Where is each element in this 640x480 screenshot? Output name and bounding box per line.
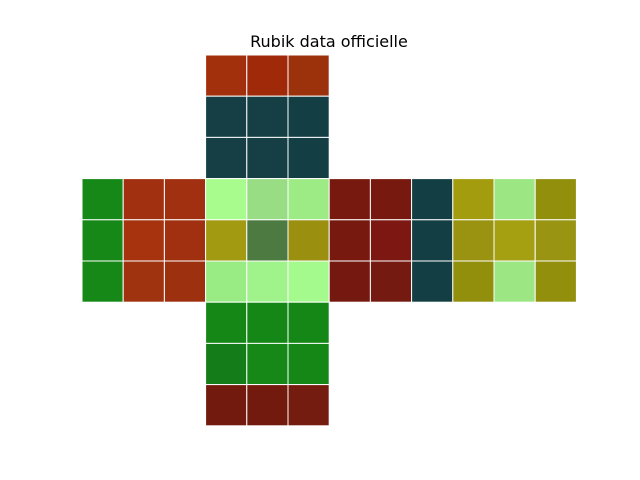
sticker-back-1-0 xyxy=(452,219,495,262)
sticker-up-2-2 xyxy=(287,136,330,180)
sticker-front-0-2 xyxy=(287,178,330,221)
sticker-right-1-2 xyxy=(411,219,454,262)
sticker-left-1-2 xyxy=(163,219,207,262)
sticker-left-1-0 xyxy=(81,219,124,262)
sticker-back-0-0 xyxy=(452,178,495,221)
sticker-up-2-1 xyxy=(246,136,289,180)
sticker-right-1-0 xyxy=(328,219,371,262)
sticker-right-0-1 xyxy=(369,178,413,221)
sticker-front-1-1 xyxy=(246,219,289,262)
sticker-down-2-1 xyxy=(246,384,289,427)
sticker-right-2-1 xyxy=(369,260,413,303)
face-right xyxy=(328,178,454,303)
sticker-up-1-1 xyxy=(246,95,289,138)
sticker-down-2-0 xyxy=(205,384,248,427)
sticker-down-2-2 xyxy=(287,384,330,427)
sticker-up-2-0 xyxy=(205,136,248,180)
sticker-back-1-1 xyxy=(493,219,536,262)
sticker-left-2-2 xyxy=(163,260,207,303)
sticker-back-2-0 xyxy=(452,260,495,303)
face-up xyxy=(205,54,330,180)
face-left xyxy=(81,178,207,303)
sticker-down-0-0 xyxy=(205,301,248,344)
sticker-front-2-0 xyxy=(205,260,248,303)
sticker-front-2-1 xyxy=(246,260,289,303)
sticker-front-1-0 xyxy=(205,219,248,262)
sticker-back-0-1 xyxy=(493,178,536,221)
face-back xyxy=(452,178,577,303)
sticker-left-1-1 xyxy=(122,219,165,262)
sticker-left-0-0 xyxy=(81,178,124,221)
sticker-left-2-0 xyxy=(81,260,124,303)
sticker-up-1-2 xyxy=(287,95,330,138)
sticker-back-1-2 xyxy=(534,219,577,262)
sticker-right-1-1 xyxy=(369,219,413,262)
sticker-front-2-2 xyxy=(287,260,330,303)
sticker-up-0-2 xyxy=(287,54,330,97)
sticker-back-0-2 xyxy=(534,178,577,221)
sticker-up-0-0 xyxy=(205,54,248,97)
sticker-up-1-0 xyxy=(205,95,248,138)
sticker-left-0-1 xyxy=(122,178,165,221)
face-down xyxy=(205,301,330,427)
sticker-right-0-0 xyxy=(328,178,371,221)
sticker-left-2-1 xyxy=(122,260,165,303)
sticker-up-0-1 xyxy=(246,54,289,97)
sticker-front-0-0 xyxy=(205,178,248,221)
sticker-down-0-2 xyxy=(287,301,330,344)
chart-title: Rubik data officielle xyxy=(250,32,408,51)
face-front xyxy=(205,178,330,303)
sticker-down-1-0 xyxy=(205,342,248,386)
sticker-down-1-2 xyxy=(287,342,330,386)
sticker-front-1-2 xyxy=(287,219,330,262)
sticker-right-0-2 xyxy=(411,178,454,221)
sticker-back-2-1 xyxy=(493,260,536,303)
sticker-back-2-2 xyxy=(534,260,577,303)
sticker-front-0-1 xyxy=(246,178,289,221)
sticker-down-0-1 xyxy=(246,301,289,344)
sticker-left-0-2 xyxy=(163,178,207,221)
sticker-down-1-1 xyxy=(246,342,289,386)
sticker-right-2-0 xyxy=(328,260,371,303)
sticker-right-2-2 xyxy=(411,260,454,303)
